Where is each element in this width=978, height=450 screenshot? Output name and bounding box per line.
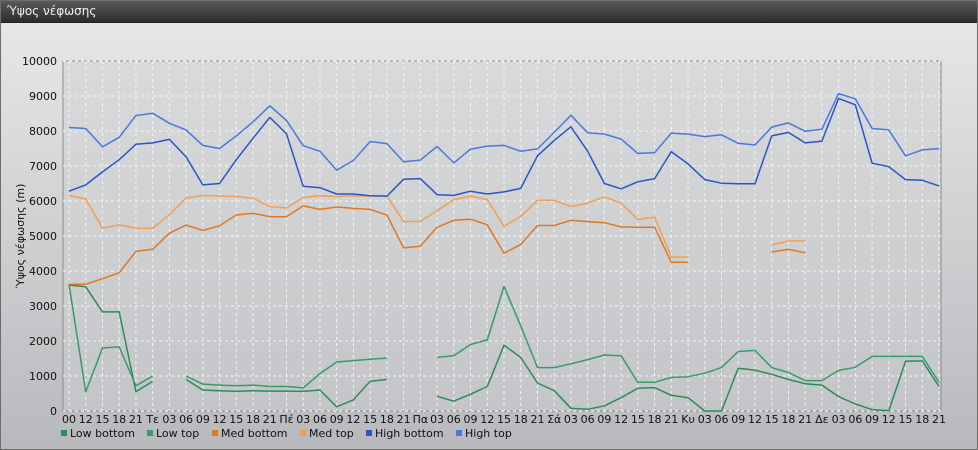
x-tick-label: 03 xyxy=(698,413,712,426)
x-tick-label: 12 xyxy=(213,413,227,426)
x-tick-label: 15 xyxy=(363,413,377,426)
x-tick-label: Πα xyxy=(413,413,429,426)
x-tick-label: 18 xyxy=(112,413,126,426)
series-line xyxy=(68,97,940,197)
x-tick-label: 15 xyxy=(229,413,243,426)
x-tick-label: 15 xyxy=(95,413,109,426)
y-tick-label: 4000 xyxy=(29,265,57,278)
x-tick-label: 15 xyxy=(631,413,645,426)
x-tick-label: 03 xyxy=(832,413,846,426)
x-tick-label: Πέ xyxy=(279,413,293,426)
x-tick-label: 21 xyxy=(397,413,411,426)
x-tick-label: Σά xyxy=(547,413,561,426)
series-line xyxy=(68,284,940,412)
window-title: Ύψος νέφωσης xyxy=(7,4,97,18)
y-tick-label: 7000 xyxy=(29,160,57,173)
x-tick-label: 21 xyxy=(129,413,143,426)
x-tick-label: 12 xyxy=(346,413,360,426)
x-tick-label: 09 xyxy=(464,413,478,426)
x-tick-label: 12 xyxy=(748,413,762,426)
x-tick-label: 09 xyxy=(865,413,879,426)
x-tick-label: 09 xyxy=(196,413,210,426)
legend-label: Med top xyxy=(309,427,354,440)
y-tick-label: 3000 xyxy=(29,300,57,313)
series-line xyxy=(68,92,940,171)
y-tick-label: 2000 xyxy=(29,335,57,348)
x-tick-label: 03 xyxy=(564,413,578,426)
x-tick-label: 06 xyxy=(447,413,461,426)
x-tick-label: 15 xyxy=(899,413,913,426)
x-tick-label: 06 xyxy=(581,413,595,426)
legend-swatch xyxy=(147,430,153,436)
x-tick-label: 15 xyxy=(497,413,511,426)
x-tick-label: 12 xyxy=(614,413,628,426)
x-tick-label: 15 xyxy=(765,413,779,426)
legend-swatch xyxy=(456,430,462,436)
x-tick-label: 03 xyxy=(430,413,444,426)
x-tick-label: 06 xyxy=(179,413,193,426)
x-tick-label: 06 xyxy=(313,413,327,426)
x-tick-label: 09 xyxy=(597,413,611,426)
y-tick-label: 6000 xyxy=(29,195,57,208)
legend-label: Low bottom xyxy=(70,427,135,440)
x-tick-label: 21 xyxy=(798,413,812,426)
x-tick-label: 21 xyxy=(530,413,544,426)
x-tick-label: 18 xyxy=(380,413,394,426)
legend-swatch xyxy=(61,430,67,436)
x-tick-label: 03 xyxy=(162,413,176,426)
x-tick-label: 06 xyxy=(715,413,729,426)
x-tick-label: 12 xyxy=(882,413,896,426)
legend-swatch xyxy=(212,430,218,436)
series-line xyxy=(68,284,940,393)
x-tick-label: 21 xyxy=(263,413,277,426)
x-tick-label: 21 xyxy=(664,413,678,426)
x-tick-label: Τε xyxy=(145,413,159,426)
x-tick-label: 12 xyxy=(79,413,93,426)
x-tick-label: 18 xyxy=(514,413,528,426)
legend-swatch xyxy=(300,430,306,436)
y-tick-label: 10000 xyxy=(22,55,57,68)
legend-label: High bottom xyxy=(375,427,444,440)
legend-label: High top xyxy=(465,427,512,440)
legend-label: Med bottom xyxy=(221,427,288,440)
x-tick-label: 18 xyxy=(648,413,662,426)
y-tick-label: 8000 xyxy=(29,125,57,138)
x-tick-label: Δε xyxy=(815,413,829,426)
x-tick-label: 18 xyxy=(915,413,929,426)
x-tick-label: 06 xyxy=(848,413,862,426)
y-axis-label: Ύψος νέφωσης (m) xyxy=(14,184,27,290)
x-tick-label: 12 xyxy=(480,413,494,426)
series-line xyxy=(69,205,806,286)
x-tick-label: 09 xyxy=(330,413,344,426)
x-tick-label: 18 xyxy=(781,413,795,426)
title-bar: Ύψος νέφωσης xyxy=(1,1,977,23)
legend-swatch xyxy=(366,430,372,436)
x-tick-label: 09 xyxy=(731,413,745,426)
x-tick-label: 00 xyxy=(62,413,76,426)
cloud-height-chart: 0 1000 2000 3000 4000 5000 6000 7000 8000 9000 100… xyxy=(14,55,946,440)
x-tick-label: 18 xyxy=(246,413,260,426)
x-tick-label: 03 xyxy=(296,413,310,426)
y-tick-label: 1000 xyxy=(29,370,57,383)
y-tick-label: 9000 xyxy=(29,90,57,103)
y-tick-label: 0 xyxy=(50,405,57,418)
y-tick-label: 5000 xyxy=(29,230,57,243)
x-tick-label: 21 xyxy=(932,413,946,426)
x-tick-label: Κυ xyxy=(681,413,695,426)
legend-label: Low top xyxy=(156,427,199,440)
